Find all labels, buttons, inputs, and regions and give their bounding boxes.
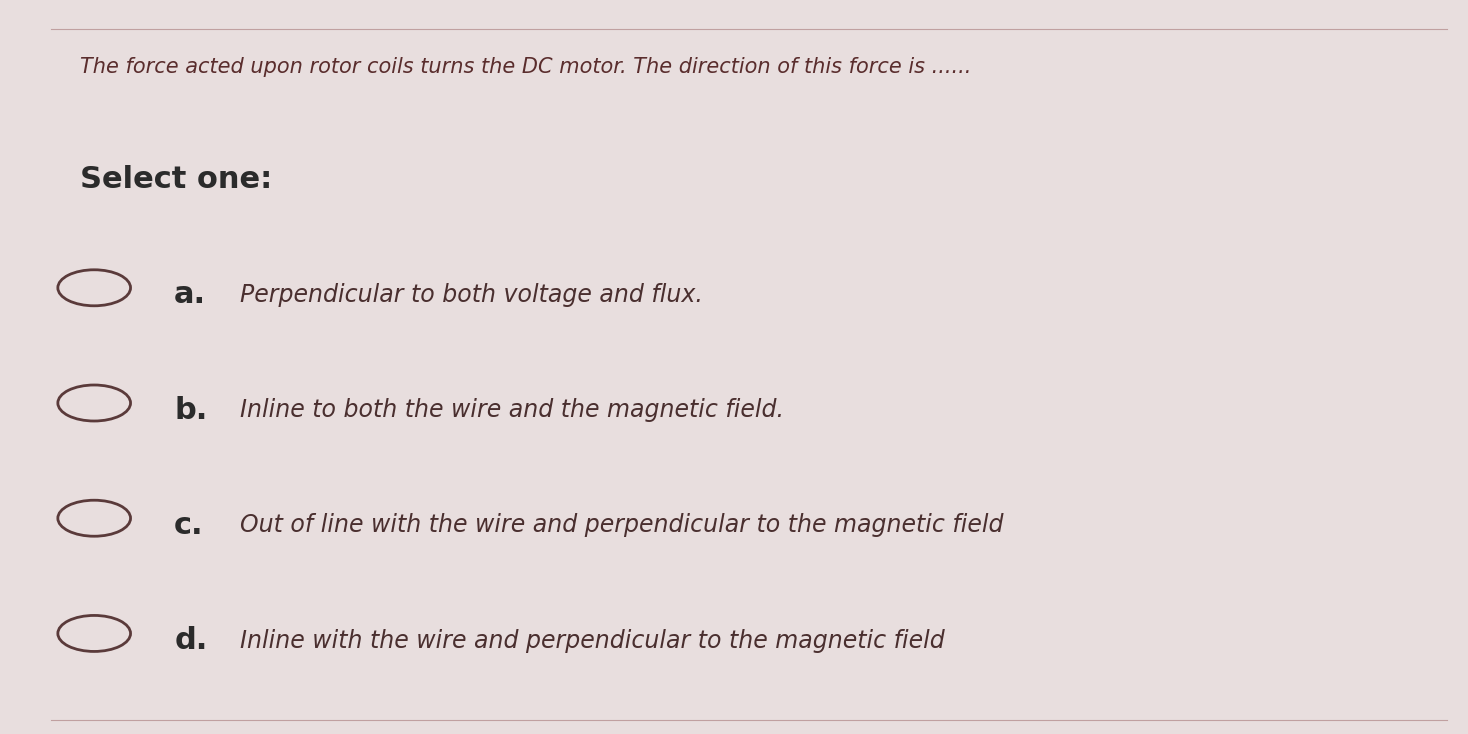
Text: d.: d.	[175, 626, 207, 655]
Text: b.: b.	[175, 396, 207, 425]
Circle shape	[57, 615, 131, 652]
Text: Inline to both the wire and the magnetic field.: Inline to both the wire and the magnetic…	[239, 399, 784, 422]
Text: Perpendicular to both voltage and flux.: Perpendicular to both voltage and flux.	[239, 283, 703, 307]
Circle shape	[57, 385, 131, 421]
Text: The force acted upon rotor coils turns the DC motor. The direction of this force: The force acted upon rotor coils turns t…	[79, 57, 970, 77]
Circle shape	[57, 270, 131, 306]
Text: c.: c.	[175, 511, 204, 540]
Text: Select one:: Select one:	[79, 165, 272, 195]
Text: a.: a.	[175, 280, 207, 310]
Text: Out of line with the wire and perpendicular to the magnetic field: Out of line with the wire and perpendicu…	[239, 513, 1003, 537]
Text: Inline with the wire and perpendicular to the magnetic field: Inline with the wire and perpendicular t…	[239, 628, 944, 653]
Circle shape	[57, 500, 131, 537]
